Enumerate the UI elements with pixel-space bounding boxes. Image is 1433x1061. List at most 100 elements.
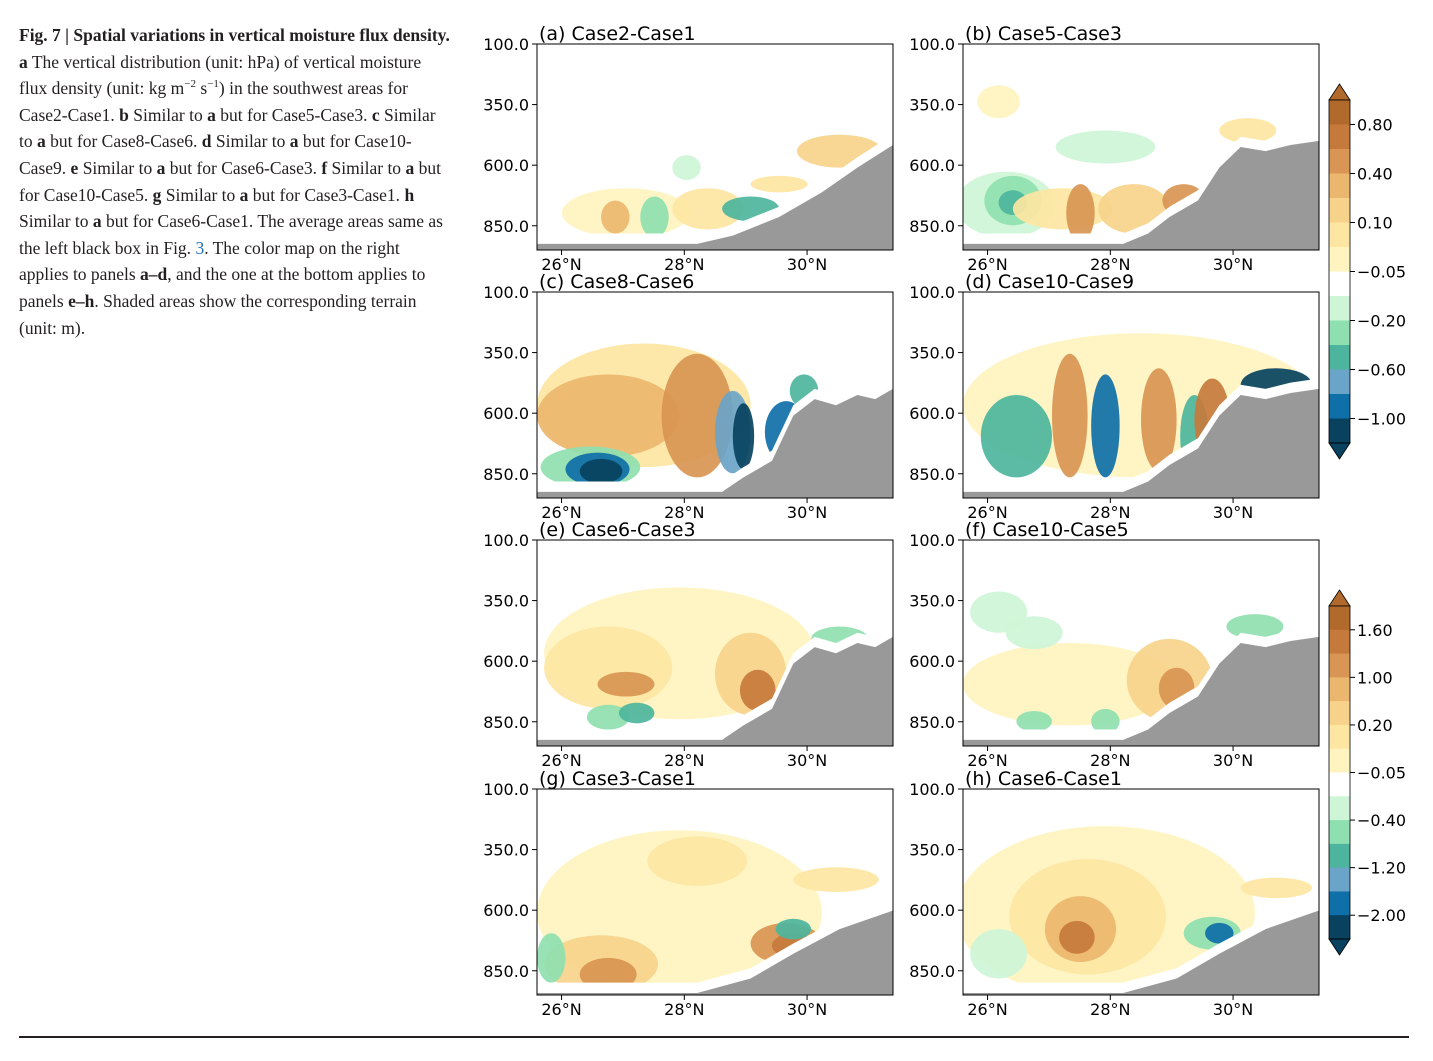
colorbar-tick-label: −1.20 xyxy=(1357,859,1406,878)
caption-h-text: Similar to xyxy=(19,211,89,232)
colorbar-segment xyxy=(1329,149,1350,174)
caption-c-text2: but for Case8-Case6. xyxy=(50,131,198,152)
caption-f-text: Similar to xyxy=(331,157,402,178)
y-tick-label: 350.0 xyxy=(909,344,955,363)
x-tick-label: 30°N xyxy=(1213,751,1253,770)
terrain xyxy=(963,388,1319,498)
colorbar-tick-label: −1.00 xyxy=(1357,410,1406,429)
colorbar-segment xyxy=(1329,124,1350,150)
caption-b-text: Similar to xyxy=(133,104,203,125)
colorbar-tick-label: −2.00 xyxy=(1357,906,1406,925)
x-tick-label: 28°N xyxy=(664,1000,704,1019)
caption-e-text: Similar to xyxy=(82,157,153,178)
caption-tail3: . Shaded areas show the corresponding te… xyxy=(19,290,417,338)
caption-tail: . The color map on the right applies to … xyxy=(19,237,400,285)
colorbar-tick-label: 0.80 xyxy=(1357,116,1393,135)
x-tick-label: 30°N xyxy=(1213,255,1253,274)
contour-region xyxy=(1005,616,1063,650)
caption-d-text2: but for Case10-Case9. xyxy=(19,131,412,178)
colorbar-segment xyxy=(1329,173,1350,199)
x-tick-label: 30°N xyxy=(787,1000,827,1019)
contour-region xyxy=(739,669,776,711)
panel-title: (h) Case6-Case1 xyxy=(965,768,1122,790)
x-tick-label: 26°N xyxy=(967,751,1007,770)
contour-region xyxy=(672,188,744,230)
y-tick-label: 850.0 xyxy=(909,713,955,732)
x-tick-label: 30°N xyxy=(1213,1000,1253,1019)
contour-region xyxy=(732,403,755,470)
y-tick-label: 850.0 xyxy=(483,217,529,236)
colorbar-segment xyxy=(1329,394,1350,419)
caption-c-text: Similar to xyxy=(19,104,436,152)
plot-frame xyxy=(536,539,894,747)
x-tick-label: 30°N xyxy=(787,751,827,770)
caption-b-label: b xyxy=(119,104,129,125)
caption-g-label: g xyxy=(152,184,162,205)
y-tick-label: 100.0 xyxy=(483,531,529,550)
contour-region xyxy=(544,626,673,709)
terrain xyxy=(963,140,1319,250)
contour-region xyxy=(1091,374,1120,478)
colorbar-tick-label: 1.60 xyxy=(1357,621,1393,640)
contour-region xyxy=(537,933,566,983)
figure-3-link[interactable]: 3 xyxy=(195,237,205,258)
colorbar-a-d: 0.80 0.40 0.10 −0.05 −0.20 −0.60 −1.00 xyxy=(1328,83,1406,460)
x-tick-label: 30°N xyxy=(787,503,827,522)
contour-region xyxy=(640,196,669,238)
y-tick-label: 100.0 xyxy=(483,35,529,54)
caption-a-text2: s xyxy=(196,78,208,99)
contour-region xyxy=(1205,922,1234,944)
contour-region xyxy=(963,643,1177,726)
caption-title: Spatial variations in vertical moisture … xyxy=(73,25,450,45)
contour-region xyxy=(647,836,748,886)
y-tick-label: 600.0 xyxy=(909,652,955,671)
contour-region xyxy=(1016,710,1052,732)
colorbar-segment xyxy=(1329,843,1350,869)
caption-g-text: Similar to xyxy=(165,184,236,205)
colorbar-segment xyxy=(1329,369,1350,395)
y-tick-label: 100.0 xyxy=(909,531,955,550)
colorbar-segment xyxy=(1329,891,1350,916)
x-tick-label: 28°N xyxy=(664,751,704,770)
colorbar-segment xyxy=(1329,271,1350,297)
contour-fill xyxy=(537,343,893,498)
y-tick-label: 350.0 xyxy=(909,841,955,860)
y-tick-label: 850.0 xyxy=(483,713,529,732)
contour-region xyxy=(537,374,680,457)
y-tick-label: 350.0 xyxy=(909,592,955,611)
x-tick-label: 26°N xyxy=(541,503,581,522)
colorbar-segment xyxy=(1329,320,1350,346)
figure-caption: Fig. 7 | Spatial variations in vertical … xyxy=(19,22,451,341)
contour-region xyxy=(579,458,623,484)
plot-frame xyxy=(962,43,1320,251)
caption-tail2: , and the one at the bottom applies to p… xyxy=(19,264,426,311)
panel-title: (g) Case3-Case1 xyxy=(539,768,696,790)
caption-fig-label: Fig. 7 | xyxy=(19,25,70,45)
y-tick-label: 100.0 xyxy=(909,780,955,799)
contour-region xyxy=(672,155,701,180)
contour-region xyxy=(970,929,1028,979)
plot-frame xyxy=(962,291,1320,499)
caption-h-label: h xyxy=(404,184,415,205)
contour-region xyxy=(1052,353,1088,478)
x-tick-label: 26°N xyxy=(967,1000,1007,1019)
caption-h-text2: but for Case6-Case1. The average areas s… xyxy=(19,211,443,258)
contour-region xyxy=(1240,877,1312,899)
panel-title: (f) Case10-Case5 xyxy=(965,519,1129,541)
caption-d-ref: a xyxy=(289,131,299,152)
x-tick-label: 28°N xyxy=(664,503,704,522)
terrain xyxy=(963,636,1319,746)
y-tick-label: 100.0 xyxy=(483,283,529,302)
contour-fill xyxy=(537,134,893,250)
x-tick-label: 28°N xyxy=(1090,503,1130,522)
colorbar-segment xyxy=(1329,345,1350,370)
caption-e-label: e xyxy=(70,157,79,178)
colorbar-extend-top xyxy=(1328,83,1351,101)
x-tick-label: 26°N xyxy=(541,751,581,770)
x-tick-label: 28°N xyxy=(664,255,704,274)
y-tick-label: 850.0 xyxy=(909,217,955,236)
y-tick-label: 600.0 xyxy=(483,404,529,423)
panel-title: (a) Case2-Case1 xyxy=(539,23,696,45)
x-tick-label: 26°N xyxy=(541,255,581,274)
caption-f-text2: but for Case10-Case5. xyxy=(19,157,441,205)
